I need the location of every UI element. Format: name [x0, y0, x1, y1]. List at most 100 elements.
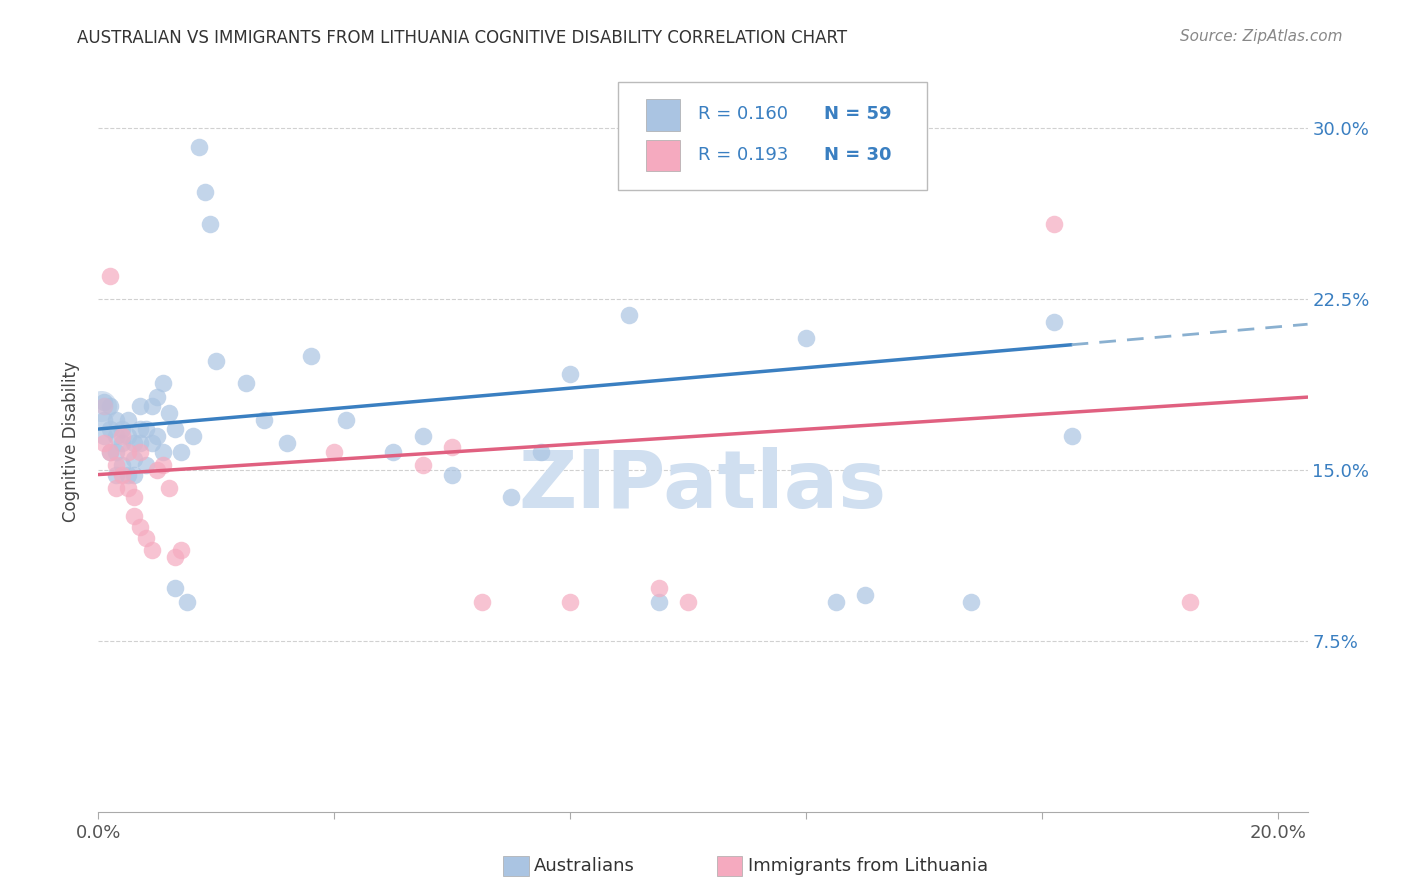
Point [117, 413, 139, 427]
Point [93, 394, 115, 409]
Point [122, 508, 145, 523]
Point [111, 422, 134, 436]
Point [1178, 595, 1201, 609]
Point [412, 429, 434, 443]
Point [105, 429, 128, 443]
Point [181, 429, 204, 443]
Point [122, 435, 145, 450]
Point [135, 458, 157, 473]
FancyBboxPatch shape [647, 100, 681, 130]
Point [146, 429, 169, 443]
Point [1060, 429, 1083, 443]
Point [276, 435, 298, 450]
Point [135, 422, 157, 436]
Point [200, 217, 222, 231]
Point [93, 413, 115, 427]
Text: AUSTRALIAN VS IMMIGRANTS FROM LITHUANIA COGNITIVE DISABILITY CORRELATION CHART: AUSTRALIAN VS IMMIGRANTS FROM LITHUANIA … [77, 29, 848, 46]
Point [152, 458, 174, 473]
Point [152, 444, 174, 458]
Point [678, 595, 700, 609]
Point [165, 582, 187, 596]
Point [93, 435, 115, 450]
Point [141, 542, 163, 557]
Point [165, 422, 187, 436]
Point [117, 481, 139, 495]
Point [128, 435, 150, 450]
Point [98, 269, 121, 284]
Text: ZIPatlas: ZIPatlas [519, 447, 887, 525]
Point [128, 444, 150, 458]
Point [205, 353, 228, 368]
Text: N = 30: N = 30 [824, 146, 891, 164]
Text: R = 0.160: R = 0.160 [699, 105, 789, 123]
Point [93, 399, 115, 413]
Point [117, 444, 139, 458]
Point [141, 435, 163, 450]
Point [157, 406, 180, 420]
Point [252, 413, 274, 427]
Point [187, 139, 209, 153]
Point [128, 422, 150, 436]
Point [117, 467, 139, 482]
Point [853, 588, 876, 602]
Point [824, 595, 846, 609]
Point [111, 467, 134, 482]
Point [152, 376, 174, 391]
Point [105, 481, 128, 495]
Point [98, 399, 121, 413]
Text: Source: ZipAtlas.com: Source: ZipAtlas.com [1180, 29, 1343, 44]
Point [146, 463, 169, 477]
Point [128, 520, 150, 534]
Point [157, 481, 180, 495]
Point [111, 429, 134, 443]
Point [441, 440, 464, 454]
Point [170, 542, 193, 557]
Point [122, 467, 145, 482]
Point [135, 532, 157, 546]
Point [412, 458, 434, 473]
FancyBboxPatch shape [647, 140, 681, 171]
Point [441, 467, 464, 482]
Text: Immigrants from Lithuania: Immigrants from Lithuania [748, 857, 988, 875]
Text: R = 0.193: R = 0.193 [699, 146, 789, 164]
Point [105, 413, 128, 427]
Point [1043, 217, 1066, 231]
Point [105, 444, 128, 458]
Y-axis label: Cognitive Disability: Cognitive Disability [62, 361, 80, 522]
Point [105, 458, 128, 473]
Point [530, 444, 553, 458]
Point [335, 413, 357, 427]
Point [111, 435, 134, 450]
Point [98, 444, 121, 458]
Point [648, 595, 671, 609]
Point [111, 458, 134, 473]
Point [560, 368, 582, 382]
Point [960, 595, 983, 609]
Point [98, 422, 121, 436]
Point [122, 491, 145, 505]
Point [170, 444, 193, 458]
Point [194, 185, 217, 199]
FancyBboxPatch shape [619, 82, 927, 190]
Text: N = 59: N = 59 [824, 105, 891, 123]
Point [323, 444, 346, 458]
Point [501, 491, 523, 505]
Point [165, 549, 187, 564]
Point [93, 429, 115, 443]
Point [90, 399, 112, 413]
Point [105, 467, 128, 482]
Point [560, 595, 582, 609]
Point [235, 376, 257, 391]
Point [299, 349, 322, 363]
Point [794, 331, 817, 345]
Point [619, 308, 641, 322]
Text: Australians: Australians [534, 857, 636, 875]
Point [141, 399, 163, 413]
Point [382, 444, 405, 458]
Point [128, 399, 150, 413]
Point [471, 595, 494, 609]
Point [176, 595, 198, 609]
Point [122, 451, 145, 466]
Point [146, 390, 169, 404]
Point [117, 429, 139, 443]
